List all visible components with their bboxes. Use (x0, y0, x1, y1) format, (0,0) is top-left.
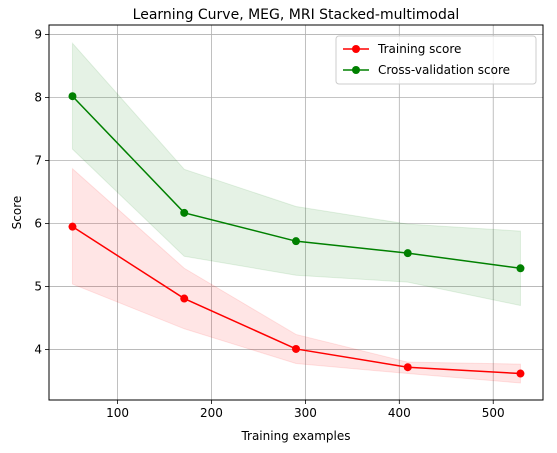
legend: Training score Cross-validation score (335, 35, 537, 85)
y-tick-label: 8 (34, 90, 42, 104)
x-tick-label: 500 (482, 406, 505, 420)
y-tick-label: 7 (34, 154, 42, 168)
cross-validation-point (68, 92, 77, 101)
confidence-bands (71, 41, 521, 384)
y-tick-label: 5 (34, 280, 42, 294)
x-tick-label: 100 (106, 406, 129, 420)
cross-validation-point (403, 249, 412, 258)
legend-cross-validation-label: Cross-validation score (378, 63, 510, 77)
cross-validation-band (71, 41, 521, 307)
legend-box (335, 35, 537, 85)
training-point (180, 294, 189, 303)
training-band (71, 167, 521, 384)
training-point (292, 344, 300, 353)
legend-training-marker (352, 45, 360, 53)
training-point (516, 369, 525, 378)
training-point (68, 222, 77, 231)
series-lines (68, 92, 525, 378)
training-point (403, 363, 412, 372)
x-tick-label: 300 (294, 406, 317, 420)
y-tick-label: 6 (34, 217, 42, 231)
chart-title: Learning Curve, MEG, MRI Stacked-multimo… (133, 7, 460, 23)
y-tick-label: 9 (34, 27, 42, 41)
cross-validation-point (180, 208, 189, 217)
y-axis-label: Score (10, 196, 24, 230)
cross-validation-point (292, 237, 300, 246)
x-tick-label: 200 (200, 406, 223, 420)
y-tick-label: 4 (34, 343, 42, 357)
x-axis-label: Training examples (240, 429, 350, 443)
legend-cross-validation-marker (352, 66, 360, 74)
plot-frame (48, 24, 544, 401)
x-tick-label: 400 (388, 406, 411, 420)
legend-training-label: Training score (377, 42, 461, 56)
cross-validation-point (516, 264, 525, 273)
axis-ticks: 100 200 300 400 500 4 5 6 7 8 9 (34, 27, 504, 420)
